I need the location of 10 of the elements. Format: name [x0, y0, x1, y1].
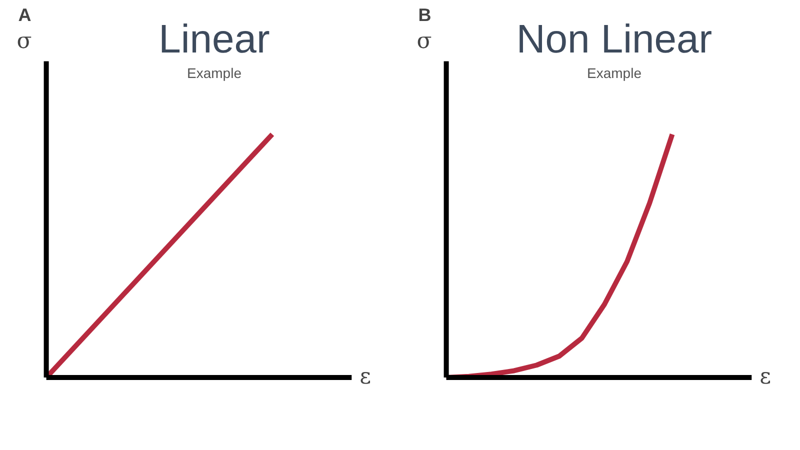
- y-axis-title: σ: [416, 29, 432, 54]
- chart-title: Non Linear: [516, 17, 712, 62]
- x-axis-title: ε: [760, 364, 772, 390]
- text: B: [418, 4, 432, 25]
- y-axis-title: σ: [16, 29, 32, 54]
- chart-subtitle: Example: [187, 64, 242, 81]
- text: A: [18, 4, 32, 25]
- x-axis-title: ε: [360, 364, 372, 390]
- chart-subtitle: Example: [587, 64, 642, 81]
- chart-title: Linear: [158, 17, 270, 62]
